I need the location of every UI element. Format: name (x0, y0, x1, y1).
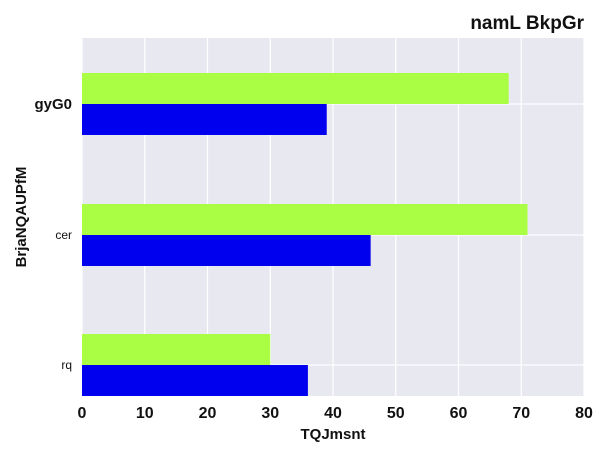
x-axis-title: TQJmsnt (300, 426, 365, 443)
x-tick-label: 70 (512, 405, 530, 422)
bars (82, 73, 528, 396)
bar (82, 204, 528, 235)
x-tick-label: 10 (136, 405, 154, 422)
chart-title: namL BkpGr (470, 13, 584, 34)
bar (82, 73, 509, 104)
x-tick-label: 0 (78, 405, 87, 422)
y-category-label: gyG0 (34, 96, 72, 113)
x-tick-label: 40 (324, 405, 342, 422)
bar (82, 365, 308, 396)
bar (82, 334, 271, 365)
y-category-label: rq (61, 358, 72, 372)
x-axis-ticks: 0 10 20 30 40 50 60 70 80 (78, 405, 593, 422)
y-axis-categories: gyG0 cer rq (34, 96, 72, 372)
x-tick-label: 30 (261, 405, 279, 422)
x-tick-label: 20 (199, 405, 217, 422)
x-tick-label: 50 (387, 405, 405, 422)
y-axis-title: BrjaNQAUPfM (13, 167, 30, 268)
bar (82, 235, 371, 266)
x-tick-label: 80 (575, 405, 593, 422)
bar (82, 104, 327, 135)
y-category-label: cer (55, 228, 72, 242)
x-tick-label: 60 (450, 405, 468, 422)
